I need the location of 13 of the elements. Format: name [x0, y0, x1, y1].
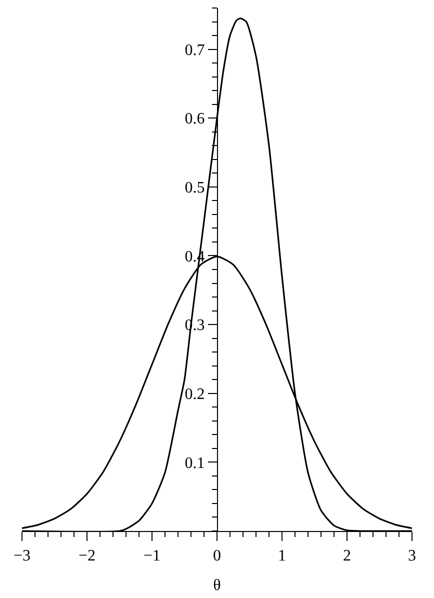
- x-tick-label: 0: [213, 547, 221, 564]
- y-tick-label: 0.7: [184, 42, 205, 59]
- y-tick-label: 0.1: [184, 454, 205, 472]
- x-tick-label: −1: [143, 547, 161, 564]
- y-tick-label: 0.5: [184, 180, 205, 197]
- x-axis-title: θ: [213, 577, 221, 594]
- x-tick-label: −2: [78, 547, 96, 564]
- x-tick-label: −3: [13, 547, 31, 564]
- x-tick-label: 3: [408, 547, 416, 564]
- x-tick-label: 1: [278, 547, 286, 564]
- x-tick-label: 2: [343, 547, 351, 564]
- y-tick-label: 0.6: [184, 110, 205, 128]
- y-tick-label: 0.2: [184, 386, 205, 403]
